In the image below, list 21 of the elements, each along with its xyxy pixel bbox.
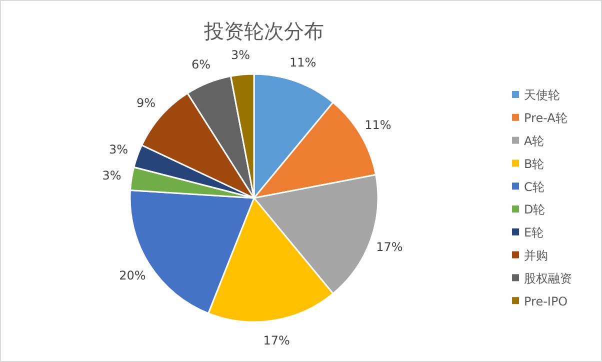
data-label: 11% xyxy=(289,56,316,70)
legend-label: Pre-A轮 xyxy=(524,111,568,126)
data-label: 9% xyxy=(136,96,156,110)
legend-label: A轮 xyxy=(524,134,544,148)
chart-title: 投资轮次分布 xyxy=(203,19,324,43)
legend-label: C轮 xyxy=(524,180,544,194)
data-label: 17% xyxy=(376,240,403,254)
data-label: 3% xyxy=(102,168,122,183)
data-label: 11% xyxy=(364,118,392,132)
data-label: 3% xyxy=(108,142,128,156)
legend-label: D轮 xyxy=(524,202,546,217)
legend-label: B轮 xyxy=(524,156,544,171)
legend-label: 股权融资 xyxy=(524,271,572,286)
legend-label: 天使轮 xyxy=(524,88,560,102)
legend-label: Pre-IPO xyxy=(524,294,568,308)
legend-label: 并购 xyxy=(524,248,548,262)
data-label: 17% xyxy=(263,333,290,348)
data-label: 6% xyxy=(191,57,211,72)
legend-label: E轮 xyxy=(524,226,544,240)
data-label: 3% xyxy=(230,48,250,62)
data-label: 20% xyxy=(119,268,146,282)
